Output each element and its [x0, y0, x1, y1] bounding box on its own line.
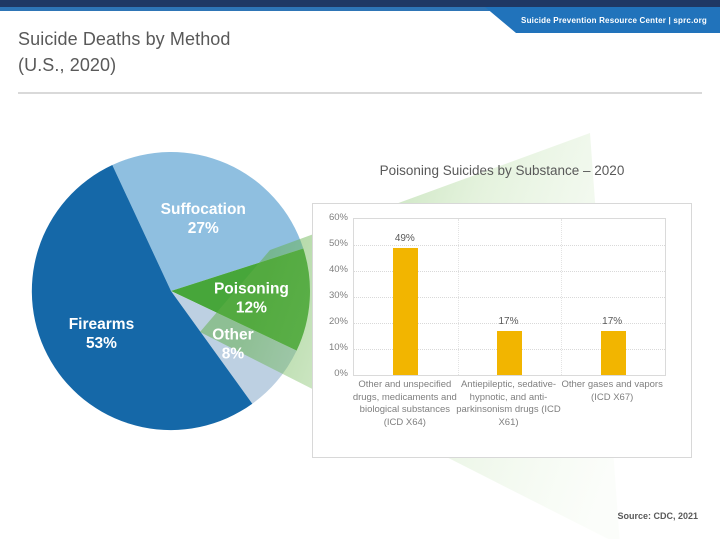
gridline — [354, 271, 665, 272]
gridline — [354, 323, 665, 324]
gridline — [354, 297, 665, 298]
bar-value-label: 49% — [394, 232, 415, 244]
y-tick-label: 40% — [328, 264, 348, 275]
pie-slice-firearms — [31, 165, 253, 431]
pie-slice-suffocation — [112, 152, 304, 291]
pie-label-poisoning: Poisoning 12% — [214, 280, 289, 316]
source-text: Source: CDC, 2021 — [617, 511, 698, 521]
y-tick-label: 20% — [328, 316, 348, 327]
gridline — [354, 245, 665, 246]
category-separator — [457, 219, 459, 375]
brand-banner: Suicide Prevention Resource Center | spr… — [485, 7, 720, 33]
top-strip-dark — [0, 0, 720, 7]
bar-0 — [393, 247, 419, 375]
category-separator — [561, 219, 563, 375]
title-divider — [18, 92, 702, 94]
bar-2 — [600, 330, 626, 375]
y-tick-label: 0% — [334, 368, 348, 379]
category-label: Other and unspecified drugs, medicaments… — [352, 379, 457, 428]
pie-label-suffocation: Suffocation 27% — [161, 201, 246, 237]
category-label: Other gases and vapors (ICD X67) — [561, 379, 663, 403]
page-title-line1: Suicide Deaths by Method — [18, 29, 231, 49]
y-tick-label: 10% — [328, 342, 348, 353]
y-tick-label: 60% — [328, 212, 348, 223]
bar-value-label: 17% — [602, 315, 623, 327]
pie-label-other: Other 8% — [212, 327, 253, 363]
bar-chart-title: Poisoning Suicides by Substance – 2020 — [379, 163, 625, 178]
y-tick-label: 50% — [328, 238, 348, 249]
bar-1 — [497, 330, 522, 375]
page-title: Suicide Deaths by Method (U.S., 2020) — [18, 26, 231, 78]
brand-banner-text: Suicide Prevention Resource Center | spr… — [521, 15, 707, 25]
pie-labels: Suffocation 27% Poisoning 12% Other 8% Firearm… — [69, 201, 289, 362]
top-strip-light — [0, 7, 720, 11]
plot-area — [353, 218, 666, 376]
y-tick-label: 30% — [328, 290, 348, 301]
page-title-line2: (U.S., 2020) — [18, 55, 117, 75]
pie-label-firearms: Firearms 53% — [69, 316, 134, 352]
bar-value-label: 17% — [498, 315, 519, 327]
bar-chart-panel: 0% 10% 20% 30% 40% 50% 60% 49% Other and unspeci… — [312, 203, 692, 458]
category-label: Antiepileptic, sedative-hypnotic, and an… — [456, 379, 561, 428]
